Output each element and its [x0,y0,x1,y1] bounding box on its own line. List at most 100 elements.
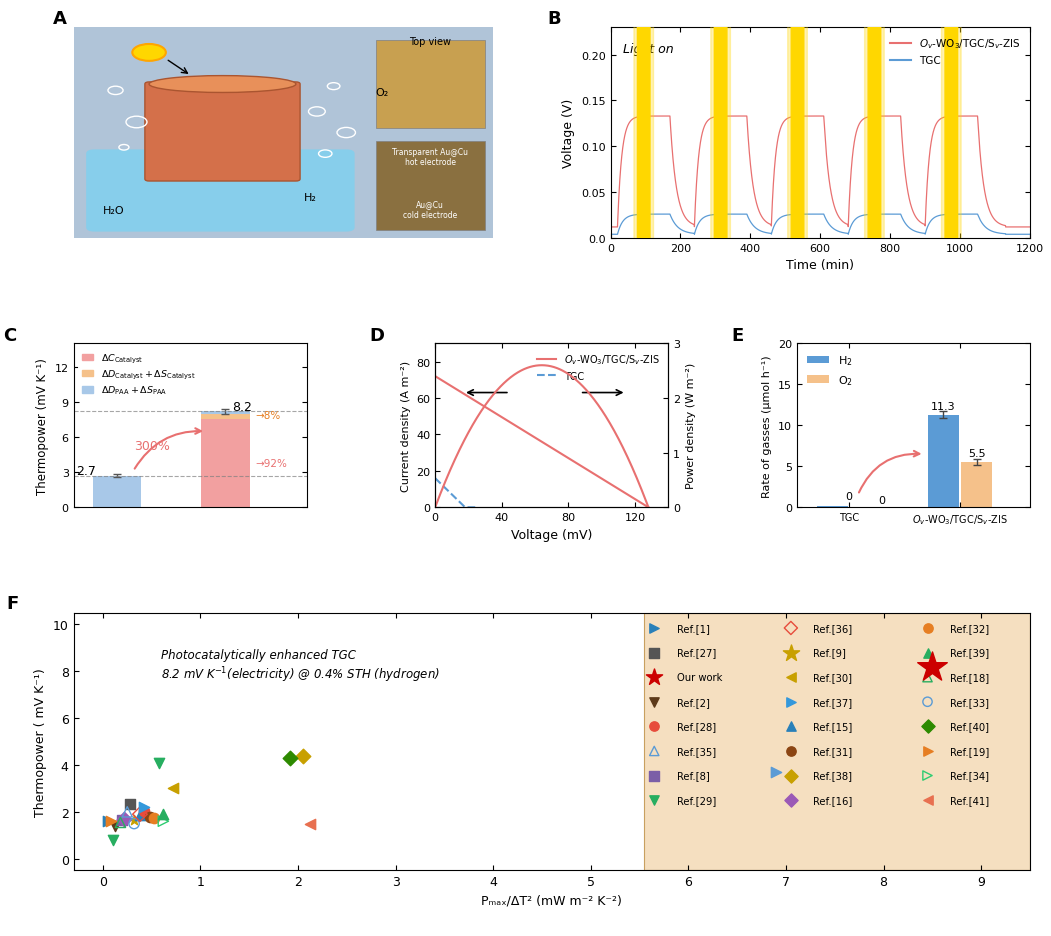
Y-axis label: Voltage (V): Voltage (V) [562,99,575,168]
Y-axis label: Power density (W m⁻²): Power density (W m⁻²) [686,363,696,489]
Point [131,807,148,822]
Bar [201,419,250,507]
Text: Ref.[28]: Ref.[28] [677,722,716,732]
Point [782,646,799,661]
FancyBboxPatch shape [145,83,301,182]
Point [165,781,182,796]
Text: Transparent Au@Cu
hot electrode: Transparent Au@Cu hot electrode [392,148,468,167]
Point [919,695,935,709]
Text: Ref.[38]: Ref.[38] [813,770,852,781]
Y-axis label: Rate of gasses (μmol h⁻¹): Rate of gasses (μmol h⁻¹) [762,355,772,497]
Point [782,719,799,734]
Y-axis label: Current density (A m⁻²): Current density (A m⁻²) [400,360,411,491]
Bar [201,415,250,419]
Y-axis label: Thermopower (mV K⁻¹): Thermopower (mV K⁻¹) [36,358,49,494]
Circle shape [945,0,957,936]
Point [114,812,130,827]
Text: Ref.[27]: Ref.[27] [677,648,716,658]
Text: Ref.[1]: Ref.[1] [677,623,709,634]
Text: Ref.[31]: Ref.[31] [813,746,852,756]
Text: Ref.[36]: Ref.[36] [813,623,852,634]
Point [919,743,935,758]
Circle shape [868,0,881,936]
Bar [92,476,142,507]
Legend: H$_2$, O$_2$: H$_2$, O$_2$ [802,349,858,391]
Point [924,660,941,675]
Legend: $O_v$-WO$_3$/TGC/S$_v$-ZIS, TGC: $O_v$-WO$_3$/TGC/S$_v$-ZIS, TGC [886,34,1025,70]
Text: F: F [6,594,19,612]
Text: 2.7: 2.7 [76,464,96,477]
Point [645,670,662,685]
Text: H₂O: H₂O [103,205,125,215]
Point [645,719,662,734]
Point [112,815,129,830]
X-axis label: Voltage (mV): Voltage (mV) [511,528,593,541]
Text: Ref.[18]: Ref.[18] [950,672,989,682]
Text: Light on: Light on [623,43,674,56]
Ellipse shape [149,77,296,94]
Point [919,768,935,783]
Text: B: B [548,10,561,28]
Point [782,670,799,685]
Point [102,813,119,829]
Text: H₂: H₂ [305,193,317,203]
Point [782,621,799,636]
Point [768,765,785,780]
Circle shape [788,0,807,936]
Text: Ref.[29]: Ref.[29] [677,796,716,805]
Text: C: C [3,327,17,344]
Point [645,695,662,709]
Point [136,799,152,814]
Text: 8.2 mV K$^{-1}$(electricity) @ 0.4% STH (hydrogen): 8.2 mV K$^{-1}$(electricity) @ 0.4% STH … [162,665,440,684]
Bar [961,462,992,507]
FancyBboxPatch shape [375,41,485,129]
Point [645,793,662,808]
Text: Ref.[19]: Ref.[19] [950,746,989,756]
Bar [644,613,1030,870]
Text: 0: 0 [879,496,886,505]
Text: Au@Cu
cold electrode: Au@Cu cold electrode [403,200,457,220]
Point [119,804,136,820]
Text: Ref.[35]: Ref.[35] [677,746,716,756]
Bar [817,506,848,507]
Text: Our work: Our work [677,672,722,682]
Point [919,621,935,636]
Ellipse shape [132,45,166,62]
Circle shape [865,0,884,936]
Point [131,808,148,823]
Y-axis label: Thermopower ( mV K⁻¹): Thermopower ( mV K⁻¹) [35,667,47,816]
Text: Ref.[16]: Ref.[16] [813,796,852,805]
Text: 8.2: 8.2 [232,400,252,413]
Text: Ref.[33]: Ref.[33] [950,697,989,707]
Text: D: D [370,327,385,344]
Point [126,816,143,831]
Text: A: A [53,10,66,28]
Point [126,812,143,827]
Text: Ref.[39]: Ref.[39] [950,648,989,658]
Text: 300%: 300% [133,439,169,452]
Text: Ref.[2]: Ref.[2] [677,697,709,707]
Point [151,755,168,770]
Point [106,818,123,833]
Text: →8%: →8% [255,410,281,420]
Circle shape [634,0,654,936]
Text: Ref.[15]: Ref.[15] [813,722,852,732]
Text: Top view: Top view [409,37,451,47]
Point [145,811,162,826]
Circle shape [942,0,961,936]
Text: Ref.[37]: Ref.[37] [813,697,852,707]
Circle shape [715,0,727,936]
FancyBboxPatch shape [375,142,485,230]
X-axis label: Pₘₐₓ/ΔT² (mW m⁻² K⁻²): Pₘₐₓ/ΔT² (mW m⁻² K⁻²) [481,894,622,907]
Text: Ref.[8]: Ref.[8] [677,770,709,781]
Point [302,816,318,831]
Point [122,797,139,812]
Point [645,646,662,661]
Legend: $O_v$-WO$_3$/TGC/S$_v$-ZIS, TGC: $O_v$-WO$_3$/TGC/S$_v$-ZIS, TGC [533,349,663,386]
Point [645,768,662,783]
Point [919,670,935,685]
Text: Ref.[41]: Ref.[41] [950,796,989,805]
Point [782,768,799,783]
Text: Photocatalytically enhanced TGC: Photocatalytically enhanced TGC [162,649,356,662]
Point [99,813,117,829]
